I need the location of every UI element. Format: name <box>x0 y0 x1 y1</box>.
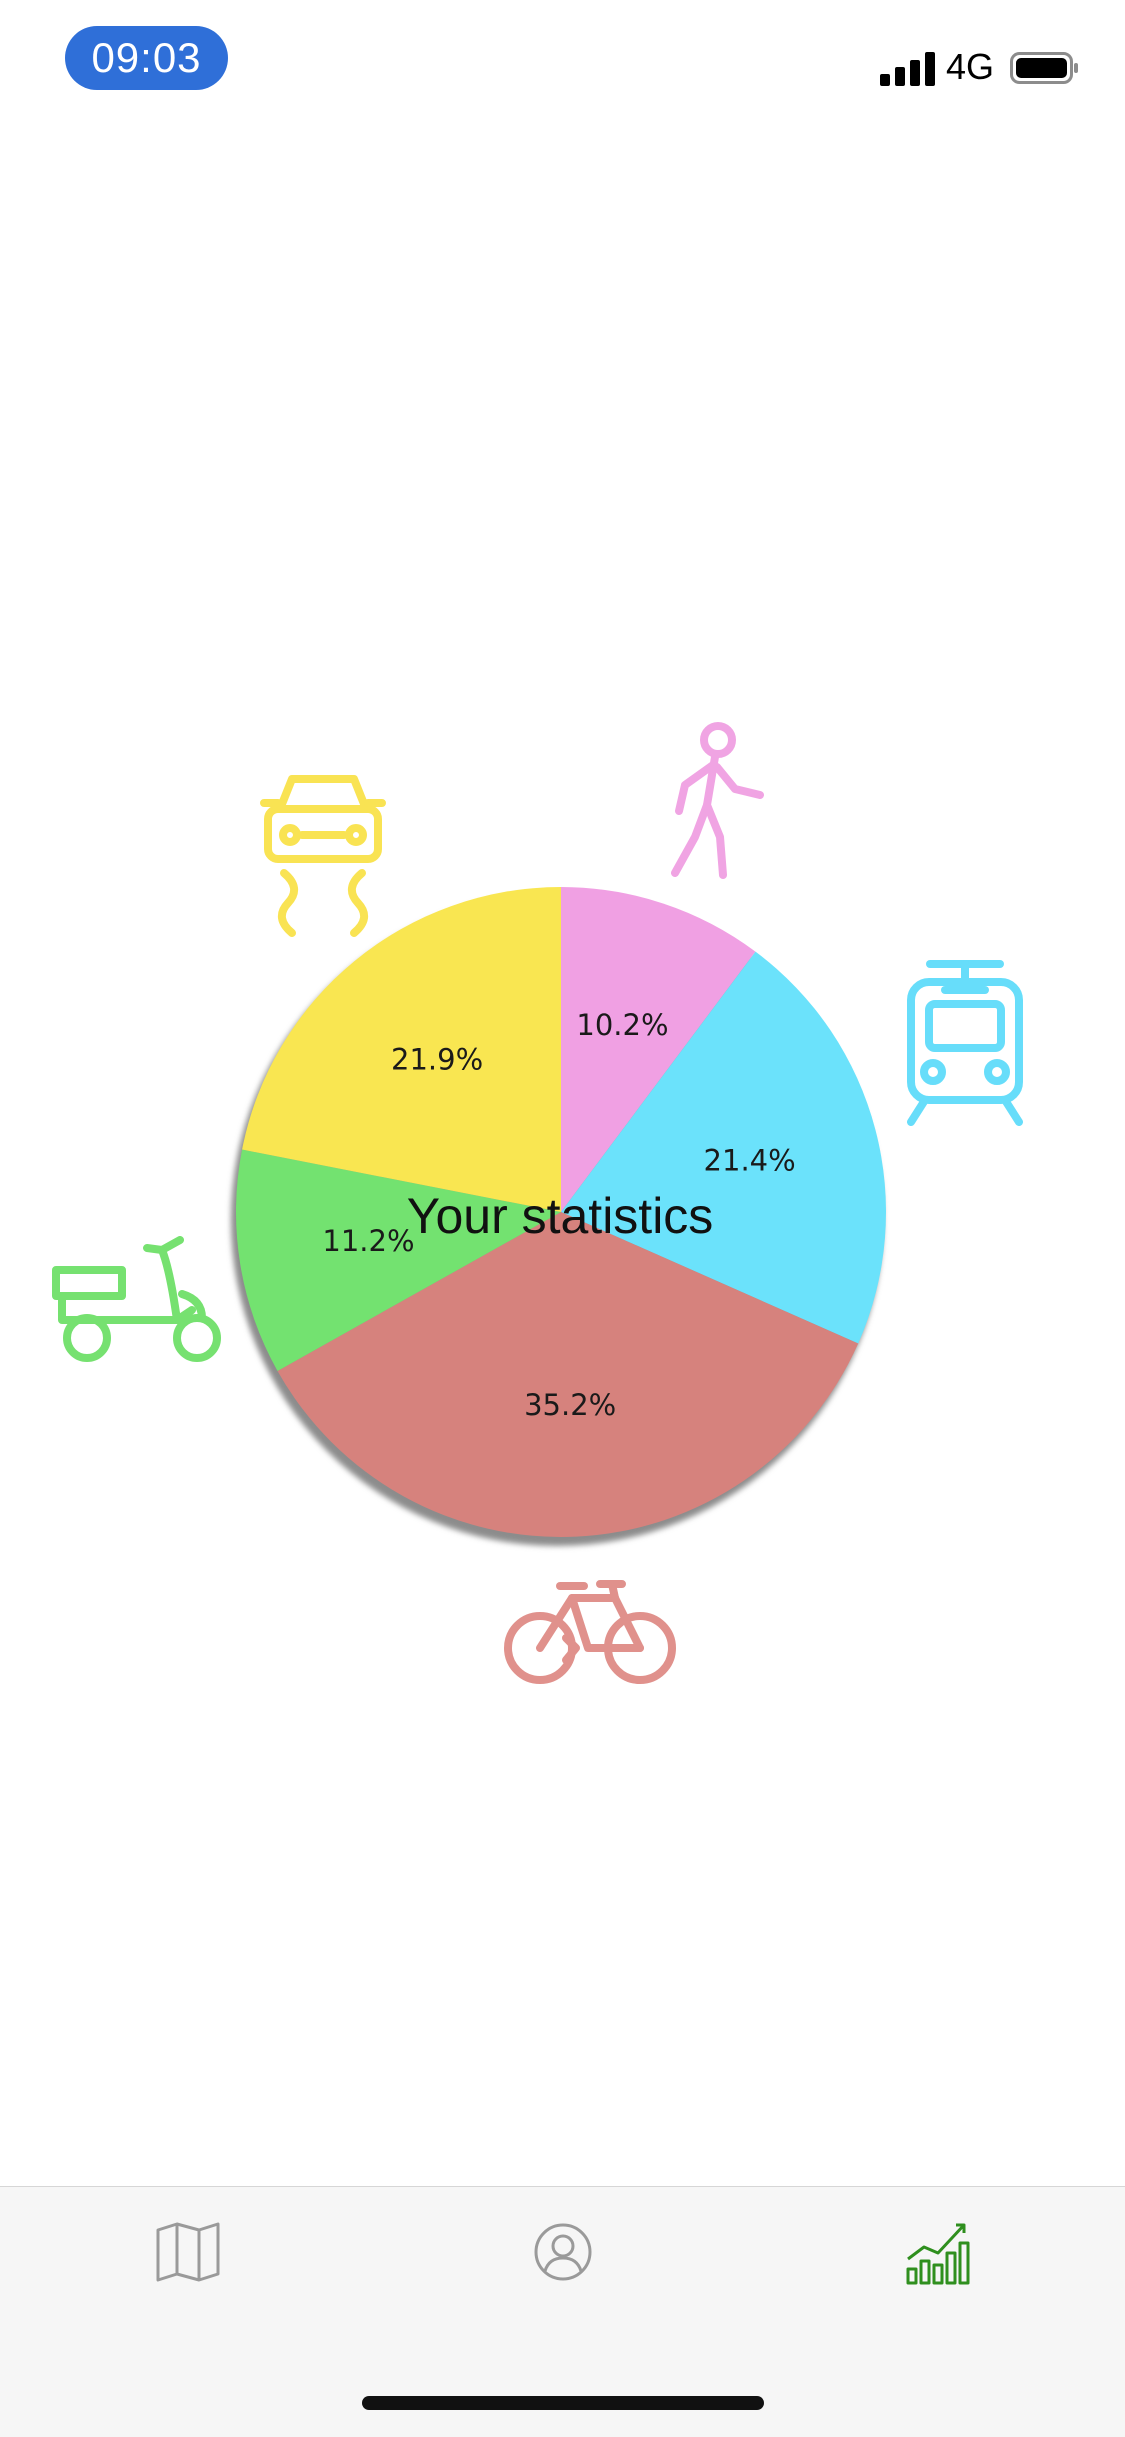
chart-title: Your statistics <box>407 1188 714 1244</box>
pie-slice-label-scooter: 11.2% <box>322 1224 414 1258</box>
car-icon <box>260 775 386 937</box>
walking-person-icon <box>671 722 764 879</box>
network-type: 4G <box>946 46 995 87</box>
pie-slice-scooter <box>235 1149 561 1371</box>
battery-icon <box>1010 52 1078 84</box>
pie-slice-label-car: 21.9% <box>391 1042 483 1076</box>
pie-slice-tram <box>561 951 887 1344</box>
pie-slice-walking <box>561 887 756 1212</box>
pie-slice-label-walking: 10.2% <box>576 1008 668 1042</box>
pie-slice-label-e-bike: 35.2% <box>524 1388 616 1422</box>
user-profile-icon <box>534 2223 592 2281</box>
tram-icon <box>907 960 1023 1126</box>
scooter-icon <box>52 1236 221 1362</box>
status-time: 09:03 <box>65 26 228 90</box>
bar-chart-trend-icon <box>906 2223 970 2285</box>
tab-map[interactable] <box>143 2212 233 2292</box>
pie-slice-label-tram: 21.4% <box>704 1144 796 1178</box>
tab-profile[interactable] <box>518 2212 608 2292</box>
tab-bar <box>0 2186 1125 2437</box>
cellular-signal-icon <box>880 50 936 86</box>
electric-bike-icon <box>504 1580 676 1684</box>
pie-slice-car <box>242 887 561 1212</box>
map-icon <box>156 2222 220 2282</box>
tab-statistics[interactable] <box>892 2212 982 2292</box>
home-indicator[interactable] <box>362 2396 764 2410</box>
pie-slice-e-bike <box>277 1212 859 1538</box>
statistics-chart: 10.2% 21.4% 35.2% 11.2% 21.9% Your statistic… <box>0 640 1125 1740</box>
pie-chart: 10.2% 21.4% 35.2% 11.2% 21.9% Your statistic… <box>52 722 1023 1684</box>
status-bar: 09:03 4G <box>0 0 1125 130</box>
